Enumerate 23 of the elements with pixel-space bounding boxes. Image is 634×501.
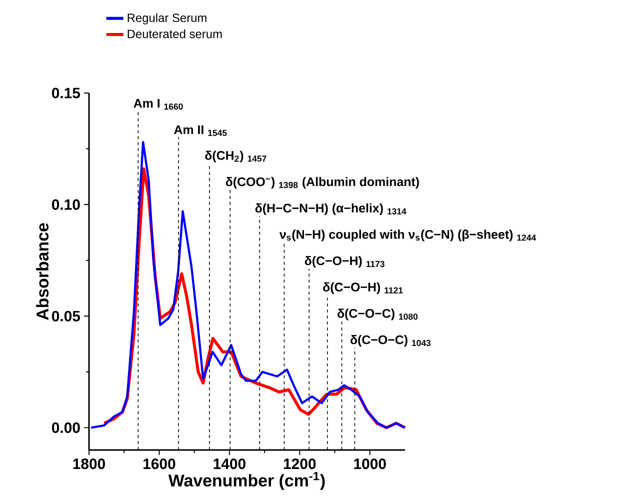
ref-line-label: ν$_{s}$(N−H) coupled with ν$_{s}$(C−N) (β−sheet) $_{1244}$	[279, 230, 536, 242]
x-tick-label: 1200	[284, 458, 316, 470]
x-axis-title: Wavenumber (cm$^{-1}$)	[168, 472, 325, 490]
ref-line-label: δ(C−O−H) $_{1173}$	[304, 256, 384, 268]
ref-line-label: δ(COO$^{−}$) $_{1398}$ (Albumin dominant)	[226, 177, 419, 189]
y-tick-label: 0.10	[52, 199, 80, 210]
y-tick-label: 0.05	[52, 310, 80, 322]
ref-line-label: δ(H−C−N−H) (α−helix) $_{1314}$	[255, 203, 406, 215]
ref-line-label: Am I $_{1660}$	[134, 99, 183, 110]
legend-label: Regular Serum	[128, 13, 206, 24]
y-tick-label: 0.00	[52, 422, 80, 433]
x-tick-label: 1400	[214, 458, 246, 470]
ref-line-label: δ(C−O−H) $_{1121}$	[323, 282, 403, 294]
ref-line-label: δ(C−O−C) $_{1080}$	[338, 308, 418, 320]
x-tick-label: 1800	[73, 458, 105, 470]
x-tick-label: 1600	[144, 458, 176, 470]
x-tick-label: 1000	[354, 458, 386, 470]
ref-line-label: Am II $_{1545}$	[174, 125, 227, 136]
ref-line-label: δ(C−O−C) $_{1043}$	[350, 334, 431, 347]
ref-line-label: δ(CH$_{2}$) $_{1457}$	[205, 150, 266, 162]
y-axis-title: Absorbance	[36, 223, 49, 320]
y-tick-label: 0.15	[52, 88, 80, 98]
legend-label: Deuterated serum	[128, 29, 222, 38]
